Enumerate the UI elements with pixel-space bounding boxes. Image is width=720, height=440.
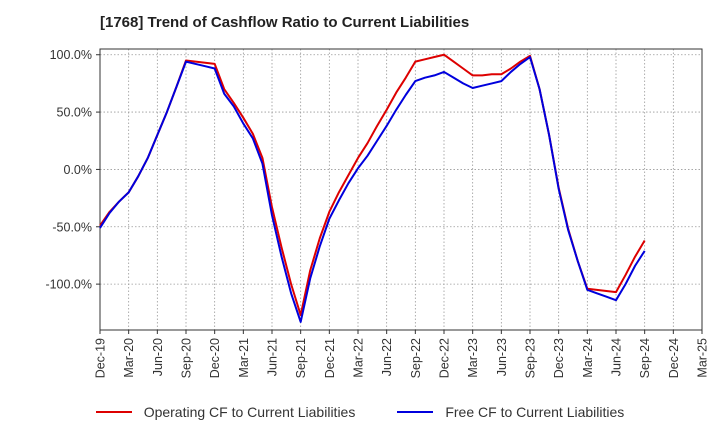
y-tick-label: -100.0% bbox=[45, 278, 92, 292]
x-tick-label: Mar-21 bbox=[237, 338, 251, 378]
x-tick-label: Dec-22 bbox=[438, 338, 452, 378]
x-tick-label: Sep-22 bbox=[409, 338, 423, 378]
x-tick-label: Mar-20 bbox=[122, 338, 136, 378]
x-tick-label: Mar-23 bbox=[466, 338, 480, 378]
x-tick-label: Mar-22 bbox=[352, 338, 366, 378]
x-tick-label: Sep-21 bbox=[294, 338, 308, 378]
x-tick-label: Sep-20 bbox=[180, 338, 194, 378]
x-tick-label: Jun-20 bbox=[151, 338, 165, 376]
y-tick-label: 50.0% bbox=[57, 106, 92, 120]
legend-item-operating: Operating CF to Current Liabilities bbox=[95, 404, 356, 420]
x-tick-label: Dec-24 bbox=[667, 338, 681, 378]
x-tick-label: Sep-23 bbox=[524, 338, 538, 378]
x-tick-label: Mar-24 bbox=[581, 338, 595, 378]
legend: Operating CF to Current Liabilities Free… bbox=[0, 404, 720, 420]
legend-label-free: Free CF to Current Liabilities bbox=[445, 404, 625, 420]
plot-area-frame bbox=[99, 48, 703, 331]
x-tick-label: Dec-19 bbox=[94, 338, 108, 378]
series-line-free-cf bbox=[99, 56, 646, 323]
x-tick-label: Mar-25 bbox=[696, 338, 710, 378]
y-tick-label: -50.0% bbox=[52, 220, 92, 234]
x-tick-label: Jun-22 bbox=[380, 338, 394, 376]
y-tick-label: 100.0% bbox=[50, 48, 92, 62]
x-tick-label: Dec-20 bbox=[208, 338, 222, 378]
x-tick-label: Jun-21 bbox=[266, 338, 280, 376]
x-tick-label: Dec-21 bbox=[323, 338, 337, 378]
legend-label-operating: Operating CF to Current Liabilities bbox=[143, 404, 356, 420]
y-tick-label: 0.0% bbox=[64, 163, 93, 177]
x-tick-label: Dec-23 bbox=[552, 338, 566, 378]
x-tick-label: Sep-24 bbox=[638, 338, 652, 378]
legend-swatch-free bbox=[397, 411, 434, 413]
legend-swatch-operating bbox=[95, 411, 132, 413]
chart-title: [1768] Trend of Cashflow Ratio to Curren… bbox=[100, 14, 470, 31]
x-tick-label: Jun-23 bbox=[495, 338, 509, 376]
x-tick-label: Jun-24 bbox=[610, 338, 624, 376]
legend-item-free: Free CF to Current Liabilities bbox=[397, 404, 624, 420]
series-line-operating-cf bbox=[99, 53, 646, 317]
